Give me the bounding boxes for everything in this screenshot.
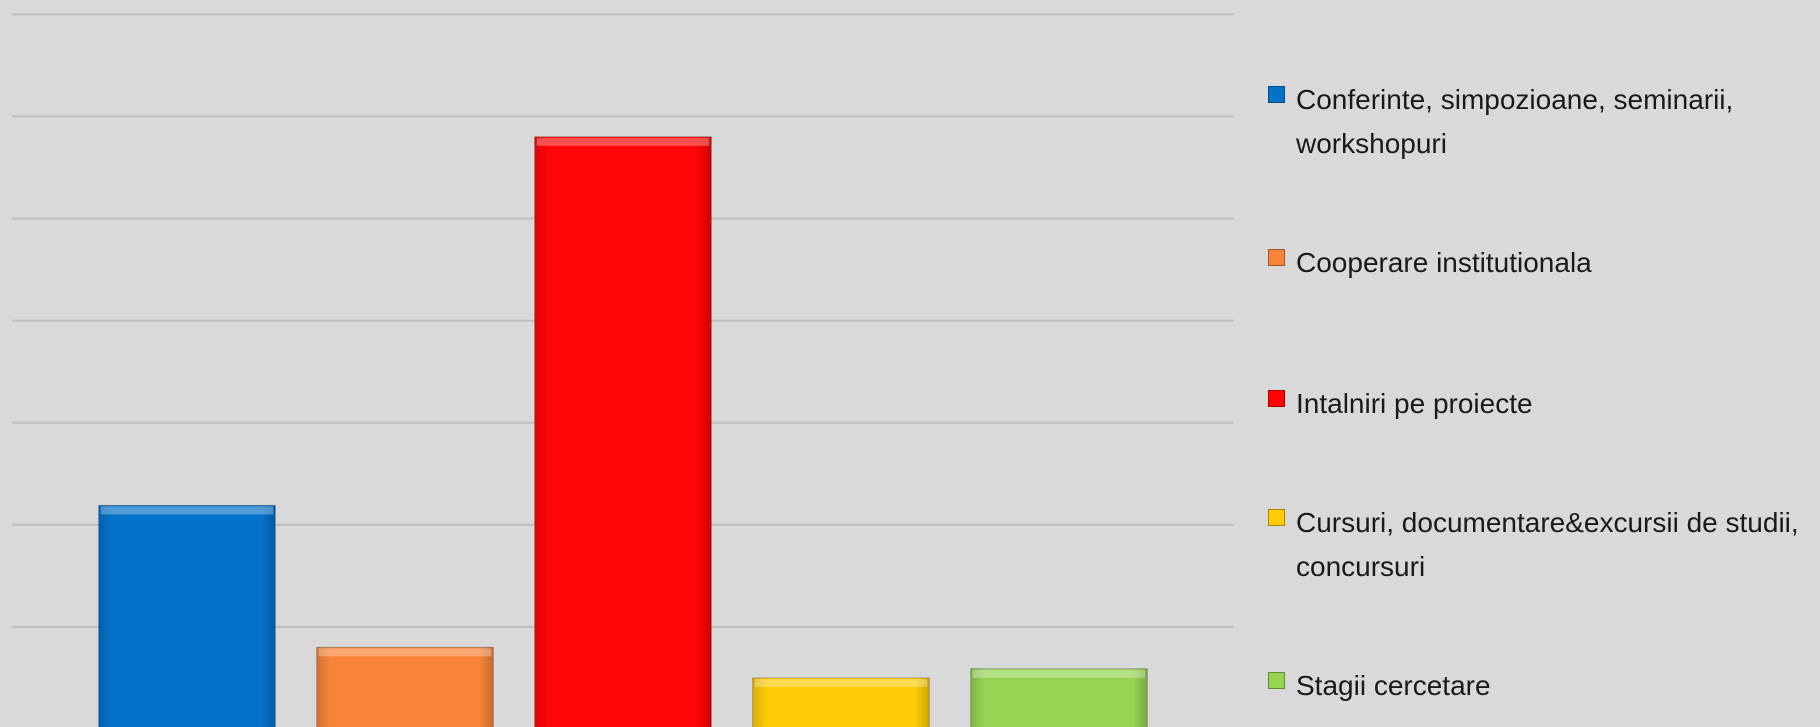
legend-item: Cooperare institutionala xyxy=(1268,241,1818,285)
legend-label: Cursuri, documentare&excursii de studii,… xyxy=(1296,507,1799,582)
legend-item: Conferinte, simpozioane, seminarii, work… xyxy=(1268,78,1818,166)
legend-item: Cursuri, documentare&excursii de studii,… xyxy=(1268,501,1818,589)
bar-highlight xyxy=(754,678,928,687)
legend-item: Intalniri pe proiecte xyxy=(1268,382,1818,426)
bar-highlight xyxy=(972,669,1146,678)
legend-swatch xyxy=(1268,249,1285,266)
legend-swatch xyxy=(1268,672,1285,689)
bar xyxy=(534,136,712,727)
legend-swatch xyxy=(1268,86,1285,103)
legend-label: Intalniri pe proiecte xyxy=(1296,388,1533,419)
bar-highlight xyxy=(318,648,492,657)
bar xyxy=(98,504,276,727)
legend-label: Stagii cercetare xyxy=(1296,670,1491,701)
legend-swatch xyxy=(1268,390,1285,407)
legend-label: Conferinte, simpozioane, seminarii, work… xyxy=(1296,84,1734,159)
bar xyxy=(316,646,494,727)
bar-highlight xyxy=(536,137,710,146)
legend-swatch xyxy=(1268,509,1285,526)
legend-label: Cooperare institutionala xyxy=(1296,247,1592,278)
bar-highlight xyxy=(100,506,274,515)
legend-item: Stagii cercetare xyxy=(1268,664,1818,708)
